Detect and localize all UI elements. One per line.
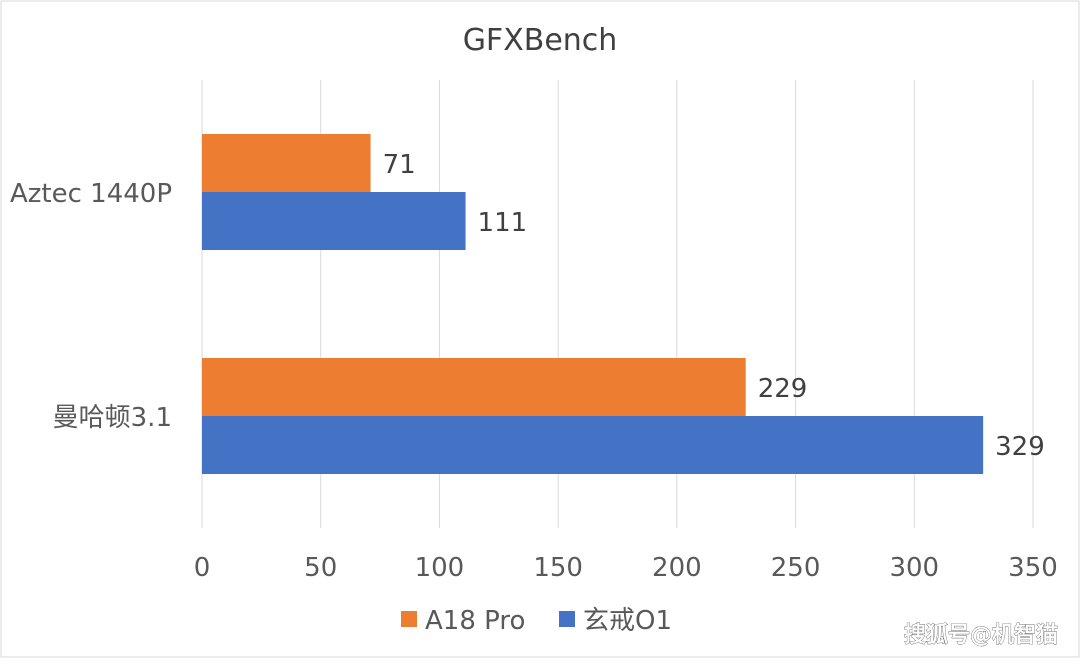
legend-label: A18 Pro <box>425 606 525 636</box>
chart-title: GFXBench <box>463 23 618 58</box>
x-tick-label: 250 <box>771 553 821 583</box>
x-tick-label: 150 <box>533 553 583 583</box>
data-label: 329 <box>995 432 1045 462</box>
x-tick-label: 0 <box>194 553 211 583</box>
category-labels: Aztec 1440P 曼哈顿3.1 <box>10 179 172 433</box>
category-label: 曼哈顿3.1 <box>53 403 172 433</box>
legend-swatch <box>559 611 575 627</box>
legend: A18 Pro 玄戒O1 <box>401 606 672 636</box>
x-tick-labels: 0 50 100 150 200 250 300 350 <box>194 553 1058 583</box>
legend-label: 玄戒O1 <box>583 606 672 636</box>
data-label: 111 <box>478 208 528 238</box>
watermark-text: 搜狐号@机智猫 <box>904 622 1058 648</box>
legend-swatch <box>401 611 417 627</box>
bars <box>202 134 984 474</box>
bar-1-0 <box>202 358 746 416</box>
bar-0-1 <box>202 192 466 250</box>
data-label: 229 <box>758 374 808 404</box>
x-tick-label: 50 <box>304 553 337 583</box>
data-label: 71 <box>383 150 416 180</box>
data-labels: 71 111 229 329 <box>383 150 1045 462</box>
x-tick-label: 100 <box>415 553 465 583</box>
x-tick-label: 300 <box>889 553 939 583</box>
bar-1-1 <box>202 416 984 474</box>
category-label: Aztec 1440P <box>10 179 172 209</box>
bar-0-0 <box>202 134 371 192</box>
x-tick-label: 350 <box>1008 553 1058 583</box>
x-tick-label: 200 <box>652 553 702 583</box>
